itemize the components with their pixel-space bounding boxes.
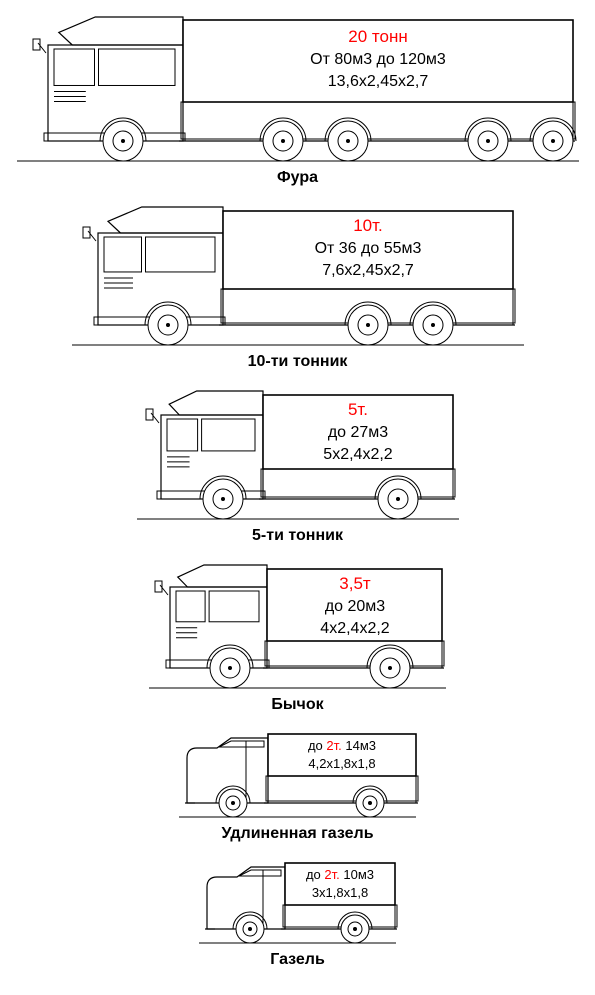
truck-name: 10-ти тонник	[8, 353, 587, 371]
spec-weight-volume: до 2т. 14м3	[308, 738, 376, 753]
truck-name: Фура	[8, 169, 587, 187]
spec-volume: до 27м3	[327, 424, 387, 441]
spec-weight: 20 тонн	[348, 27, 407, 46]
truck-illustration: 10т. От 36 до 55м3 7,6x2,45x2,7	[68, 201, 528, 351]
spec-dimensions: 4x2,4x2,2	[320, 620, 389, 637]
truck-5: до 2т. 10м3 3x1,8x1,8 Газель	[8, 857, 587, 969]
truck-2: 5т. до 27м3 5x2,4x2,2 5-ти тонник	[8, 385, 587, 545]
truck-illustration: до 2т. 14м3 4,2x1,8x1,8	[175, 728, 420, 823]
spec-volume: до 20м3	[325, 598, 385, 615]
spec-dimensions: 3x1,8x1,8	[312, 885, 368, 900]
spec-volume: От 80м3 до 120м3	[310, 51, 446, 68]
truck-name: 5-ти тонник	[8, 527, 587, 545]
truck-illustration: 3,5т до 20м3 4x2,4x2,2	[145, 559, 450, 694]
truck-3: 3,5т до 20м3 4x2,4x2,2 Бычок	[8, 559, 587, 714]
truck-name: Газель	[8, 951, 587, 969]
spec-weight: 5т.	[347, 400, 367, 419]
spec-volume: От 36 до 55м3	[314, 240, 421, 257]
spec-weight: 10т.	[353, 216, 383, 235]
truck-name: Бычок	[8, 696, 587, 714]
truck-1: 10т. От 36 до 55м3 7,6x2,45x2,7 10-ти тонни…	[8, 201, 587, 371]
spec-weight: 3,5т	[339, 574, 371, 593]
spec-dimensions: 4,2x1,8x1,8	[308, 756, 375, 771]
spec-dimensions: 5x2,4x2,2	[323, 446, 392, 463]
truck-illustration: 5т. до 27м3 5x2,4x2,2	[133, 385, 463, 525]
truck-4: до 2т. 14м3 4,2x1,8x1,8 Удлиненная газель	[8, 728, 587, 843]
spec-dimensions: 7,6x2,45x2,7	[322, 262, 414, 279]
truck-0: 20 тонн От 80м3 до 120м3 13,6x2,45x2,7 Фура	[8, 12, 587, 187]
truck-illustration: 20 тонн От 80м3 до 120м3 13,6x2,45x2,7	[13, 12, 583, 167]
spec-weight-volume: до 2т. 10м3	[306, 867, 374, 882]
truck-illustration: до 2т. 10м3 3x1,8x1,8	[195, 857, 400, 949]
spec-dimensions: 13,6x2,45x2,7	[327, 73, 428, 90]
truck-name: Удлиненная газель	[8, 825, 587, 843]
truck-size-chart: 20 тонн От 80м3 до 120м3 13,6x2,45x2,7 Фура…	[8, 12, 587, 969]
